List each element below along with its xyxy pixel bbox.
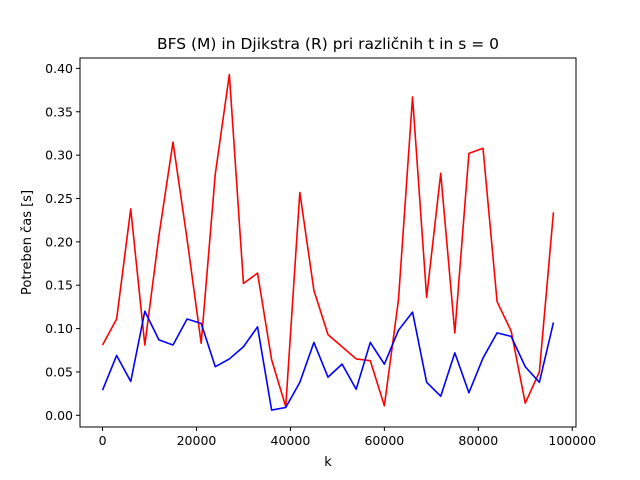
x-axis-title: k (324, 455, 332, 470)
x-tick-label: 40000 (271, 433, 311, 448)
x-tick-label: 100000 (548, 433, 596, 448)
x-tick-label: 20000 (177, 433, 217, 448)
plot-lines (101, 73, 555, 411)
plot-frame (79, 57, 577, 428)
y-axis-title: Potreben čas [s] (20, 190, 35, 295)
y-tick-label: 0.30 (45, 148, 73, 163)
series-line-1 (101, 73, 555, 408)
y-tick-label: 0.05 (45, 364, 73, 379)
y-tick-label: 0.25 (45, 191, 73, 206)
chart-title: BFS (M) in Djikstra (R) pri različnih t … (157, 35, 499, 53)
y-tick-label: 0.20 (45, 234, 73, 249)
series-line-2 (101, 310, 555, 411)
y-axis: 0.00 0.05 0.10 0.15 0.20 0.25 0.30 0.35 0.40 (45, 61, 80, 423)
y-tick-label: 0.15 (45, 278, 73, 293)
x-tick-label: 80000 (458, 433, 498, 448)
y-tick-label: 0.35 (45, 104, 73, 119)
y-tick-label: 0.10 (45, 321, 73, 336)
y-tick-label: 0.00 (45, 408, 73, 423)
x-tick-label: 0 (99, 433, 107, 448)
x-tick-label: 60000 (364, 433, 404, 448)
y-tick-label: 0.40 (45, 61, 73, 76)
x-axis: 0 20000 40000 60000 80000 100000 (99, 427, 596, 448)
